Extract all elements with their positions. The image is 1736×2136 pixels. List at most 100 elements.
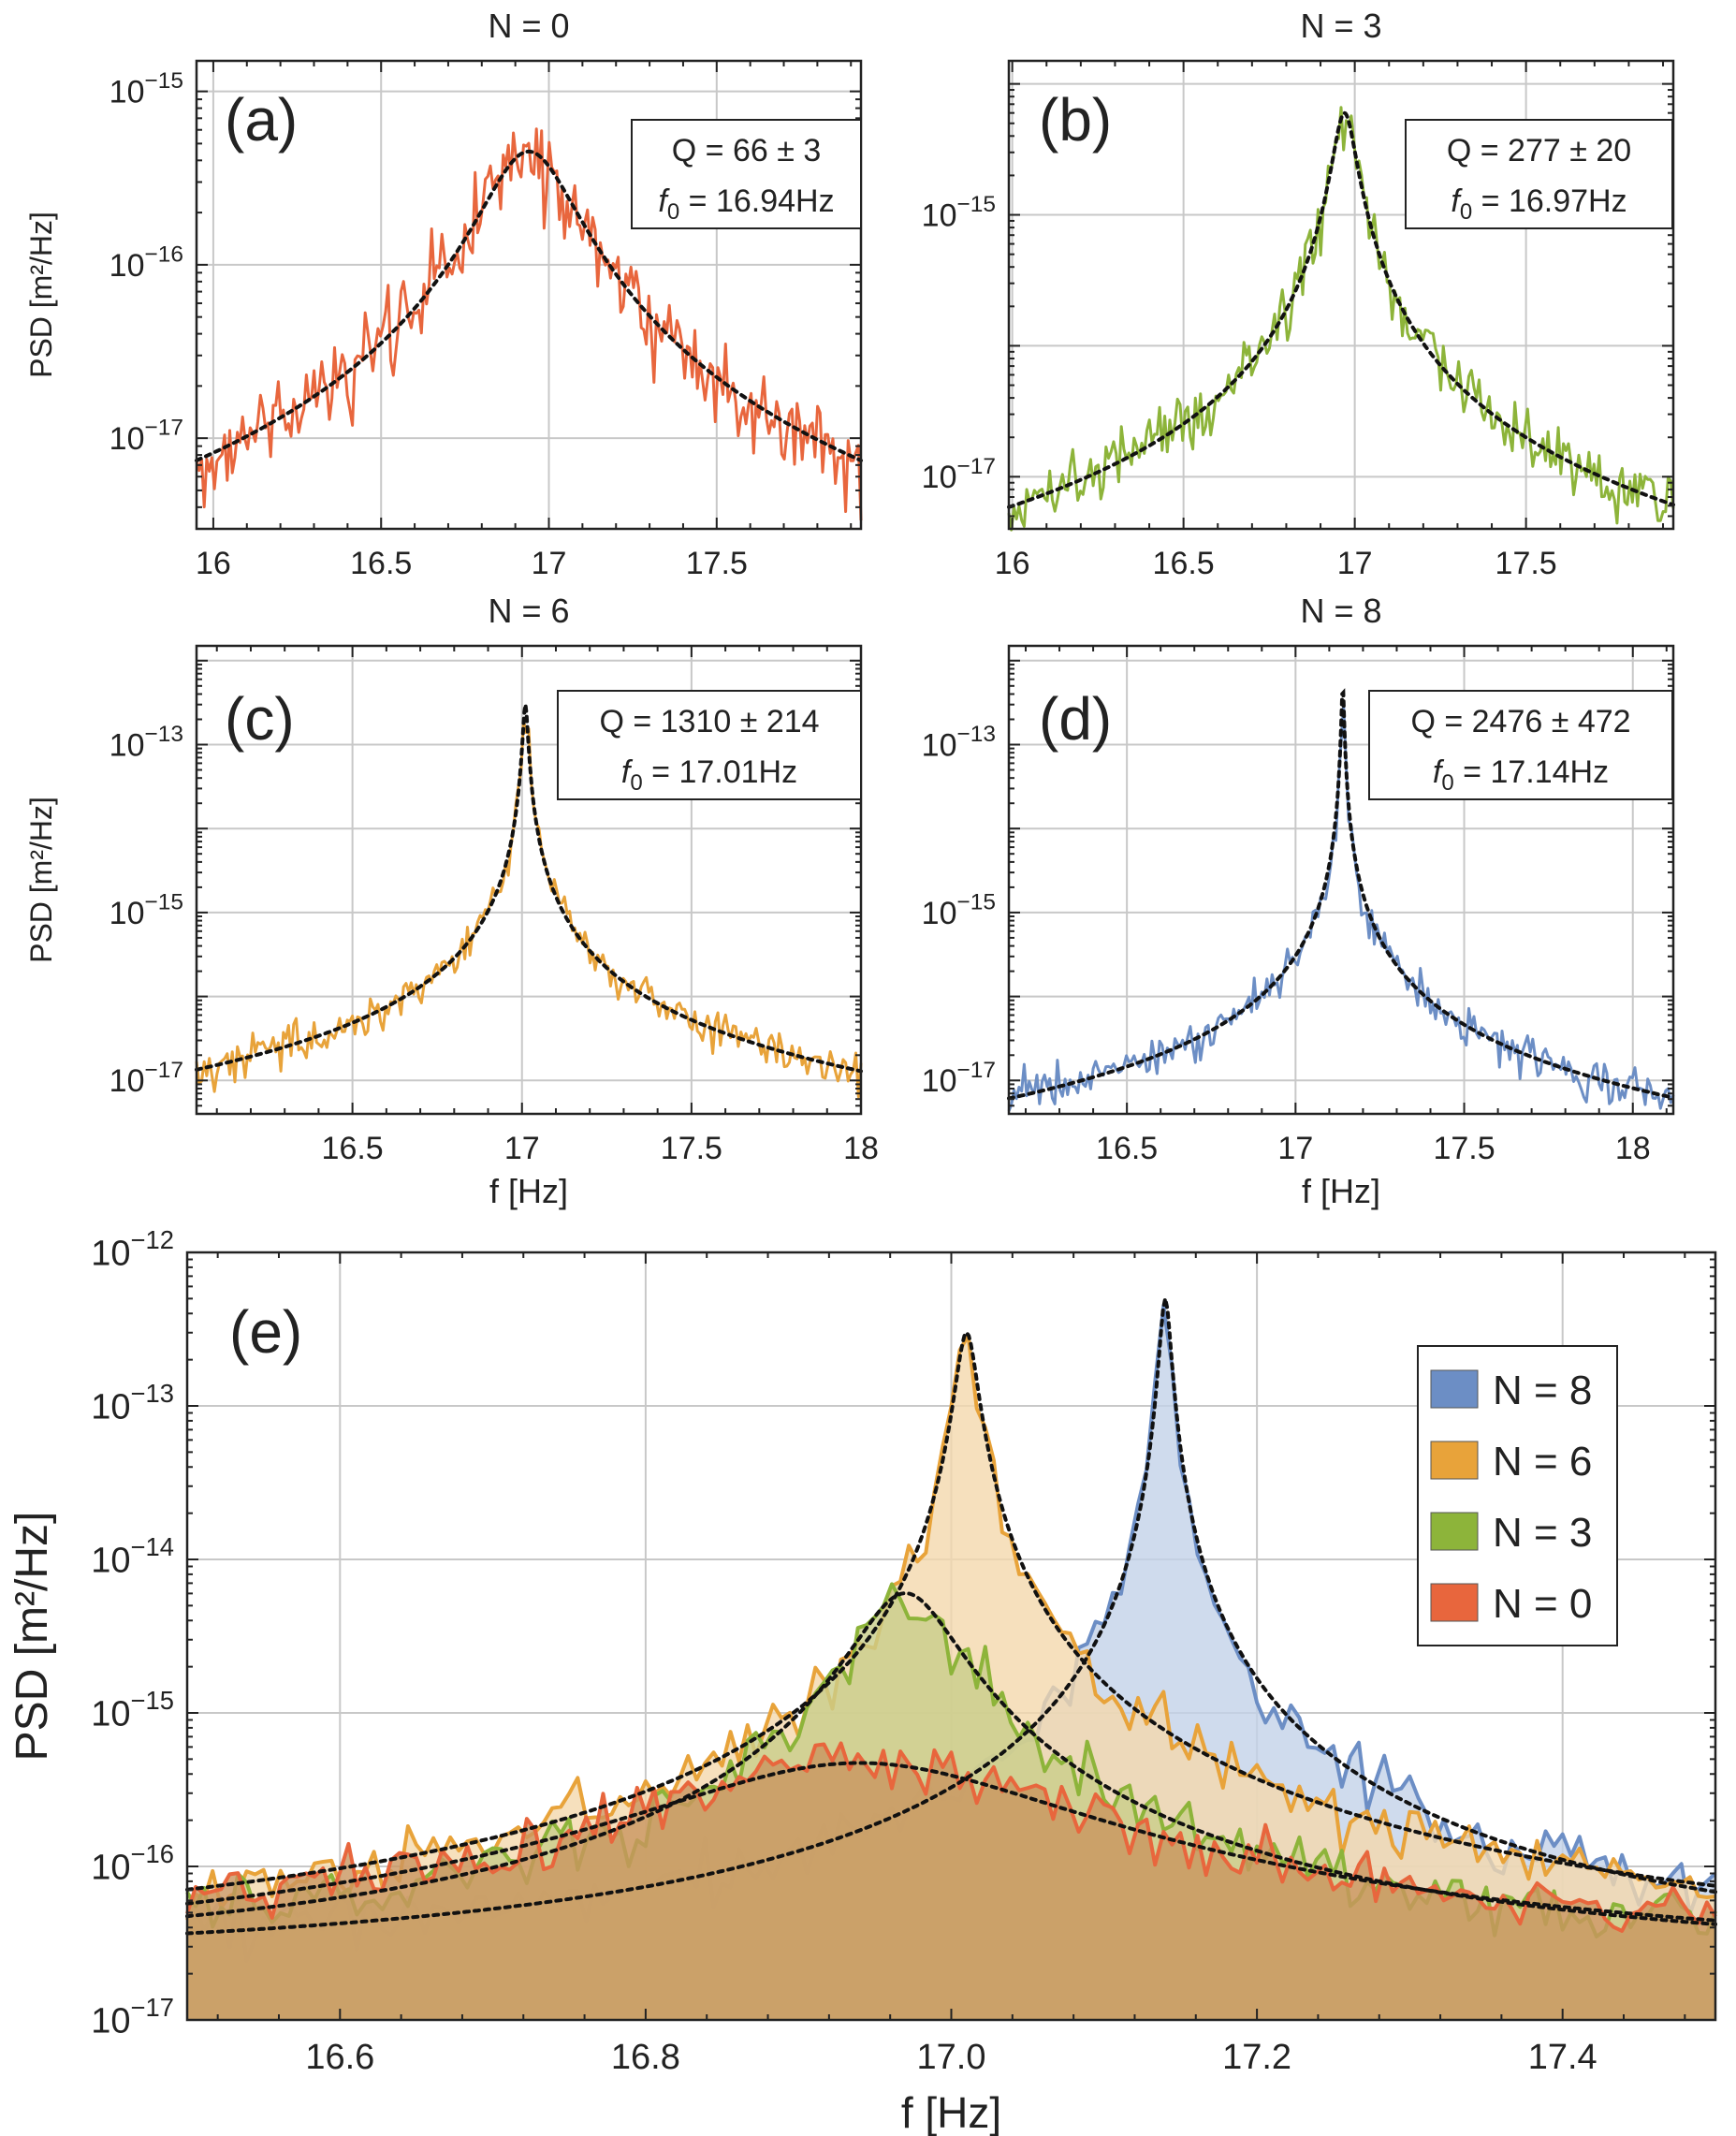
x-axis-label: f [Hz] (489, 1172, 568, 1210)
y-tick-exponent: −15 (956, 890, 996, 915)
y-tick-exponent: −15 (144, 890, 183, 915)
y-tick-base: 10 (922, 896, 957, 931)
panel-label: (e) (229, 1298, 302, 1366)
x-tick-label: 17.0 (917, 2038, 986, 2077)
annotation-frame (1368, 690, 1673, 800)
y-tick-exponent: −15 (144, 68, 183, 94)
fit-annotation-box: Q = 277 ± 20 f0 = 16.97Hz (1405, 119, 1673, 229)
plot-frame (195, 59, 863, 531)
y-tick-exponent: −17 (131, 1993, 174, 2022)
legend-swatch (1430, 1441, 1479, 1480)
panel-label: (c) (225, 685, 295, 753)
y-tick-label: 10−16 (109, 241, 183, 283)
q-value-text: Q = 2476 ± 472 (1410, 704, 1630, 739)
y-axis-label: PSD [m²/Hz] (24, 797, 58, 963)
x-tick-label: 17.4 (1528, 2038, 1597, 2077)
panel-e: 16.6 16.8 17.0 17.2 17.410−1710−1610−1510−14… (7, 1225, 1717, 2136)
y-tick-base: 10 (91, 1541, 130, 1580)
f0-value: = 16.97Hz (1472, 183, 1627, 219)
y-tick-exponent: −17 (956, 454, 996, 479)
panel-label: (b) (1039, 86, 1112, 154)
y-tick-label: 10−15 (91, 1686, 174, 1734)
lorentzian-fit-curve (1007, 688, 1675, 1101)
y-tick-base: 10 (91, 1694, 130, 1734)
y-tick-exponent: −13 (131, 1379, 174, 1408)
y-tick-label: 10−12 (91, 1225, 174, 1273)
panel-title: N = 6 (488, 592, 569, 630)
y-tick-exponent: −13 (956, 722, 996, 747)
y-tick-label: 10−15 (922, 192, 996, 233)
f0-subscript: 0 (1460, 199, 1472, 225)
y-axis-label: PSD [m²/Hz] (7, 1512, 57, 1762)
x-tick-label: 17.5 (1495, 546, 1557, 581)
x-tick-label: 17 (532, 546, 567, 581)
f0-subscript: 0 (630, 770, 642, 796)
legend-entry: N = 0 (1493, 1581, 1592, 1627)
legend-entry: N = 8 (1493, 1368, 1592, 1413)
x-tick-label: 17.5 (686, 546, 748, 581)
series-area-n0 (187, 1743, 1715, 2020)
y-tick-base: 10 (922, 460, 957, 495)
q-value-text: Q = 66 ± 3 (672, 133, 821, 168)
y-tick-base: 10 (922, 1063, 957, 1099)
plot-frame (195, 644, 863, 1116)
y-tick-base: 10 (91, 1234, 130, 1273)
panel-label: (d) (1039, 685, 1112, 753)
y-tick-exponent: −15 (956, 192, 996, 217)
y-tick-exponent: −14 (131, 1532, 174, 1561)
y-tick-label: 10−17 (922, 1058, 996, 1099)
y-tick-base: 10 (922, 198, 957, 233)
y-tick-exponent: −16 (144, 241, 183, 267)
q-value-text: Q = 1310 ± 214 (599, 704, 819, 739)
x-tick-label: 16.5 (322, 1131, 384, 1166)
y-tick-exponent: −12 (131, 1225, 174, 1254)
y-tick-label: 10−17 (109, 416, 183, 457)
f0-value: = 17.01Hz (643, 754, 797, 790)
y-tick-base: 10 (109, 727, 145, 763)
y-tick-label: 10−14 (91, 1532, 174, 1580)
x-tick-label: 18 (1615, 1131, 1651, 1166)
y-tick-label: 10−16 (91, 1839, 174, 1887)
y-tick-exponent: −16 (131, 1839, 174, 1868)
fit-annotation-box: Q = 66 ± 3 f0 = 16.94Hz (631, 119, 862, 229)
fit-curve (185, 1297, 1717, 1936)
legend-swatch (1430, 1369, 1479, 1409)
x-tick-label: 16 (995, 546, 1030, 581)
data-series-line (195, 127, 863, 521)
x-tick-label: 17 (1337, 546, 1373, 581)
y-tick-label: 10−15 (922, 890, 996, 931)
panel-title: N = 8 (1300, 592, 1381, 630)
x-tick-label: 17 (504, 1131, 540, 1166)
q-value-text: Q = 277 ± 20 (1447, 133, 1631, 168)
lorentzian-fit-curve (195, 704, 863, 1074)
lorentzian-fit-curve (1007, 110, 1675, 509)
y-tick-label: 10−17 (91, 1993, 174, 2041)
y-tick-exponent: −17 (956, 1058, 996, 1083)
f0-value: = 17.14Hz (1454, 754, 1609, 790)
f0-value-text: f0 = 16.94Hz (658, 183, 834, 225)
x-tick-label: 16 (196, 546, 231, 581)
x-tick-label: 17.2 (1222, 2038, 1291, 2077)
y-tick-base: 10 (109, 248, 145, 284)
fit-curve (185, 1761, 1717, 1923)
legend-swatch (1430, 1583, 1479, 1622)
legend-swatch (1430, 1512, 1479, 1551)
y-tick-exponent: −15 (131, 1686, 174, 1715)
panel-title: N = 3 (1300, 7, 1381, 45)
plot-frame (1007, 644, 1675, 1116)
y-tick-label: 10−13 (922, 722, 996, 763)
y-tick-base: 10 (109, 896, 145, 931)
y-tick-base: 10 (109, 421, 145, 457)
y-axis-label: PSD [m²/Hz] (24, 212, 58, 378)
y-tick-label: 10−15 (109, 68, 183, 110)
annotation-frame (1405, 119, 1673, 229)
annotation-frame (557, 690, 862, 800)
x-tick-label: 17.5 (1433, 1131, 1495, 1166)
x-axis-label: f [Hz] (901, 2088, 1001, 2136)
legend-entry: N = 3 (1493, 1510, 1592, 1556)
f0-value-text: f0 = 17.01Hz (621, 754, 797, 796)
